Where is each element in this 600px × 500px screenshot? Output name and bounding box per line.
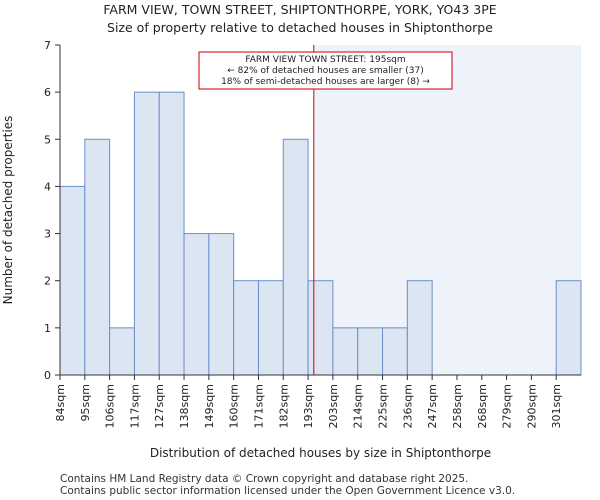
annotation-line-2: ← 82% of detached houses are smaller (37… bbox=[227, 66, 424, 76]
annotation-line-1: FARM VIEW TOWN STREET: 195sqm bbox=[245, 55, 405, 65]
bar-117sqm bbox=[133, 91, 160, 376]
bar-203sqm bbox=[332, 327, 359, 376]
x-axis-label: Distribution of detached houses by size … bbox=[150, 446, 491, 460]
bar-236sqm bbox=[406, 280, 433, 376]
footer-line-2: Contains public sector information licen… bbox=[60, 485, 516, 497]
x-tick-label: 160sqm bbox=[228, 384, 241, 428]
bar-193sqm bbox=[307, 280, 334, 376]
x-tick-label: 193sqm bbox=[302, 384, 315, 428]
bar-160sqm bbox=[233, 280, 259, 376]
x-tick-label: 214sqm bbox=[352, 384, 365, 428]
bar-84sqm bbox=[59, 185, 86, 376]
bar-149sqm bbox=[208, 233, 235, 376]
bar-214sqm bbox=[357, 327, 384, 376]
bar-138sqm bbox=[183, 233, 210, 376]
y-tick-label: 1 bbox=[44, 322, 51, 335]
x-tick-label: 236sqm bbox=[401, 384, 414, 428]
bar-106sqm bbox=[109, 327, 135, 376]
bar-95sqm bbox=[84, 138, 111, 376]
x-tick-label: 290sqm bbox=[525, 384, 538, 428]
bar-225sqm bbox=[382, 327, 408, 376]
y-tick-label: 2 bbox=[44, 275, 51, 288]
x-tick-label: 149sqm bbox=[203, 384, 216, 428]
x-tick-label: 106sqm bbox=[104, 384, 117, 428]
x-tick-label: 95sqm bbox=[79, 384, 92, 421]
y-tick-label: 7 bbox=[44, 39, 51, 52]
y-tick-label: 5 bbox=[44, 133, 51, 146]
bar-301sqm bbox=[555, 280, 582, 376]
x-tick-label: 171sqm bbox=[252, 384, 265, 428]
bar-127sqm bbox=[158, 91, 185, 376]
x-tick-label: 182sqm bbox=[277, 384, 290, 428]
y-tick-label: 0 bbox=[44, 369, 51, 382]
annotation-box bbox=[198, 51, 453, 90]
y-axis-label: Number of detached properties bbox=[1, 116, 15, 305]
annotation-line-3: 18% of semi-detached houses are larger (… bbox=[221, 77, 430, 87]
chart-title: FARM VIEW, TOWN STREET, SHIPTONTHORPE, Y… bbox=[103, 2, 497, 17]
x-tick-label: 225sqm bbox=[377, 384, 390, 428]
bar-171sqm bbox=[257, 280, 284, 376]
x-tick-label: 279sqm bbox=[501, 384, 514, 428]
x-tick-label: 117sqm bbox=[128, 384, 141, 428]
y-tick-label: 4 bbox=[44, 180, 51, 193]
histogram-chart: 0 1 2 3 4 5 6 7 84sqm 95sqm 106sqm 117sqm 127sqm 138… bbox=[1, 39, 582, 460]
bar-182sqm bbox=[282, 138, 309, 376]
x-tick-label: 127sqm bbox=[153, 384, 166, 428]
footer-line-1: Contains HM Land Registry data © Crown c… bbox=[60, 473, 469, 485]
chart-subtitle: Size of property relative to detached ho… bbox=[107, 20, 493, 35]
x-tick-label: 301sqm bbox=[550, 384, 563, 428]
x-tick-label: 247sqm bbox=[426, 384, 439, 428]
x-tick-label: 138sqm bbox=[178, 384, 191, 428]
larger-properties-region bbox=[313, 45, 581, 375]
x-tick-label: 268sqm bbox=[476, 384, 489, 428]
x-tick-label: 258sqm bbox=[451, 384, 464, 428]
y-tick-label: 3 bbox=[44, 228, 51, 241]
y-tick-label: 6 bbox=[44, 86, 51, 99]
x-tick-label: 203sqm bbox=[327, 384, 340, 428]
x-tick-label: 84sqm bbox=[54, 384, 67, 421]
